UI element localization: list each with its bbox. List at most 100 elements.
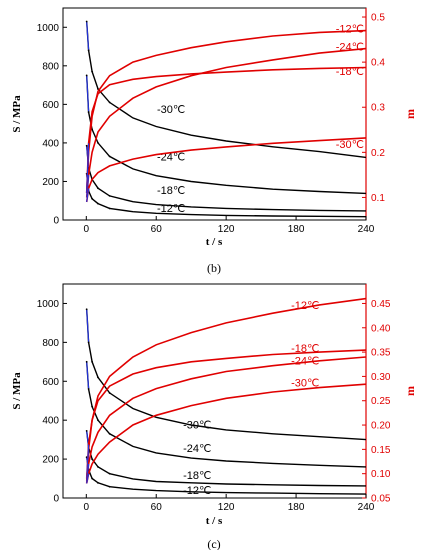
y-axis-label-left-c: S / MPa (11, 372, 23, 410)
stress-point-b-0 (85, 20, 88, 23)
initial-segment-c-s-0 (86, 309, 90, 343)
stress-curve-b-0 (86, 21, 367, 159)
y-right-tick-label-c: 0.35 (371, 348, 391, 359)
stress-point-b-1 (87, 111, 90, 113)
stress-series-label-b-0: -30℃ (157, 104, 185, 116)
y-axis-label-left-b: S / MPa (11, 95, 23, 133)
initial-segment-b-m-3 (86, 188, 90, 203)
x-tick-label-b: 180 (288, 224, 305, 235)
panel-caption-b: (b) (207, 261, 221, 275)
y-right-tick-label-c: 0.40 (371, 323, 391, 334)
stress-point-c-0 (85, 308, 88, 311)
y-left-tick-label-b: 0 (53, 216, 59, 227)
stress-point-b-3 (91, 197, 94, 200)
m-series-label-b-0: -12℃ (336, 23, 364, 35)
y-left-tick-label-c: 200 (42, 455, 59, 466)
y-right-tick-label-b: 0.1 (371, 193, 385, 204)
x-tick-label-b: 60 (151, 224, 163, 235)
m-series-label-c-0: -12℃ (291, 300, 319, 312)
m-series-label-b-2: -18℃ (336, 66, 364, 78)
stress-point-b-1 (108, 155, 111, 158)
stress-curve-b-2 (86, 145, 367, 212)
initial-segment-b-m-2 (86, 143, 90, 193)
stress-point-b-0 (91, 70, 94, 73)
m-curve-c-1 (85, 349, 367, 479)
stress-point-b-0 (87, 49, 90, 52)
stress-point-c-1 (97, 419, 99, 422)
y-right-tick-label-c: 0.30 (371, 372, 391, 383)
m-series-label-c-1: -18℃ (291, 343, 319, 355)
stress-point-c-3 (108, 485, 111, 488)
stress-curve-b-3 (86, 173, 367, 218)
chart-panel-b: 0 60 120 180 240 0 200 400 600 800 1000 0.1 0.2 0.3 0.… (11, 7, 417, 275)
m-curve-b-1 (85, 47, 367, 198)
stress-curve-c-1 (86, 361, 367, 468)
chart-panel-c: 0 60 120 180 240 0 200 400 600 800 1000 0.05 0.10 0.1… (11, 283, 417, 550)
m-series-label-b-1: -24℃ (336, 41, 364, 53)
y-axis-label-right-b: m (403, 109, 417, 119)
stress-series-label-b-1: -24℃ (157, 151, 185, 163)
y-right-tick-label-c: 0.05 (371, 494, 391, 505)
y-left-tick-label-c: 400 (42, 416, 59, 427)
y-left-tick-label-b: 200 (42, 177, 59, 188)
y-right-tick-label-c: 0.15 (371, 445, 391, 456)
x-tick-label-c: 240 (358, 502, 375, 513)
y-right-tick-label-c: 0.10 (371, 469, 391, 480)
y-left-tick-label-c: 600 (42, 377, 59, 388)
stress-point-b-1 (91, 128, 94, 131)
stress-curve-c-3 (86, 456, 367, 495)
panel-caption-c: (c) (207, 537, 220, 550)
stress-point-b-1 (97, 142, 99, 144)
y-left-tick-label-c: 0 (53, 494, 59, 505)
stress-point-b-0 (108, 101, 111, 104)
stress-series-label-c-1: -24℃ (183, 443, 211, 455)
y-right-tick-label-c: 0.20 (371, 421, 391, 432)
stress-point-c-1 (87, 388, 90, 390)
m-curve-c-2 (85, 356, 367, 482)
stress-point-c-3 (97, 481, 99, 484)
stress-series-label-b-3: -12℃ (157, 203, 185, 215)
y-right-tick-label-c: 0.25 (371, 396, 391, 407)
stress-point-b-2 (85, 144, 88, 147)
stress-point-c-2 (97, 465, 99, 468)
stress-point-b-3 (108, 207, 111, 210)
x-tick-label-b: 0 (84, 224, 90, 235)
y-right-tick-label-b: 0.3 (371, 103, 385, 114)
y-axis-label-right-c: m (403, 386, 417, 396)
y-right-tick-label-b: 0.5 (371, 13, 385, 24)
series-b: -30℃ -24℃ -18℃ -12℃ -12℃ -24℃ -18℃ -30℃ (85, 20, 367, 218)
stress-point-c-0 (108, 392, 111, 394)
stress-point-b-2 (97, 187, 99, 190)
x-tick-label-c: 60 (151, 502, 163, 513)
stress-series-label-c-0: -30℃ (183, 419, 211, 431)
x-tick-label-b: 240 (358, 224, 375, 235)
y-left-tick-label-c: 1000 (37, 299, 60, 310)
stress-point-c-2 (85, 429, 88, 432)
stress-series-label-c-2: -18℃ (183, 470, 211, 482)
x-tick-label-c: 120 (218, 502, 235, 513)
stress-point-c-1 (108, 432, 111, 435)
initial-segment-c-m-3 (86, 473, 90, 484)
m-series-label-c-3: -30℃ (291, 378, 319, 390)
ticks-c: 0 60 120 180 240 0 200 400 600 800 1000 0.05 0.10 0.1… (37, 299, 391, 513)
stress-point-b-2 (108, 195, 111, 197)
x-tick-label-c: 0 (84, 502, 90, 513)
stress-point-c-2 (108, 472, 111, 475)
stress-point-c-0 (87, 341, 90, 344)
stress-point-c-0 (97, 376, 99, 379)
stress-point-c-0 (91, 360, 94, 363)
stress-point-c-1 (85, 360, 88, 363)
y-right-tick-label-c: 0.45 (371, 299, 391, 310)
stress-series-label-c-3: -12℃ (183, 485, 211, 497)
stress-point-b-1 (85, 74, 88, 77)
stress-point-b-3 (97, 202, 99, 205)
stress-series-label-b-2: -18℃ (157, 185, 185, 197)
initial-segment-c-s-1 (86, 361, 90, 390)
x-axis-label-c: t / s (206, 515, 223, 527)
y-right-tick-label-b: 0.2 (371, 148, 385, 159)
x-axis-label-b: t / s (206, 236, 223, 248)
initial-segment-b-s-1 (86, 75, 90, 113)
m-curve-b-3 (85, 137, 367, 203)
